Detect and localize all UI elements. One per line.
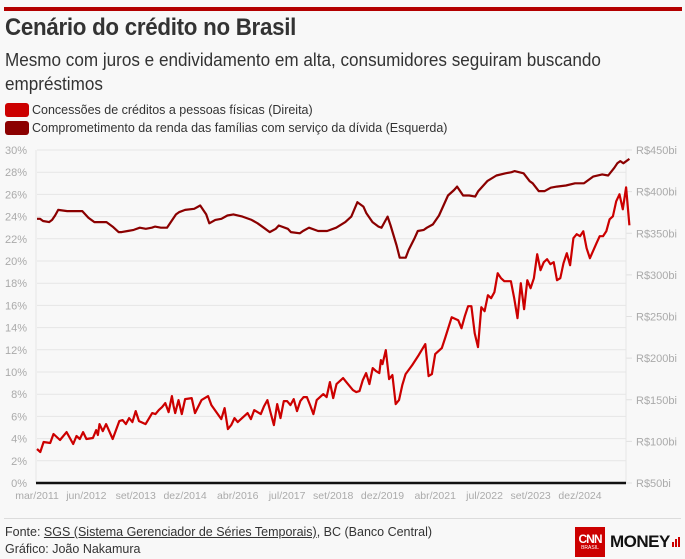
right-axis-tick-label: R$200bi <box>636 353 677 365</box>
right-axis-tick-label: R$250bi <box>636 312 677 324</box>
legend-swatch <box>5 103 29 117</box>
legend-swatch <box>5 121 29 135</box>
x-axis-tick-label: set/2023 <box>510 490 550 502</box>
top-accent-bar <box>4 7 682 11</box>
left-axis-tick-label: 10% <box>5 367 27 379</box>
legend: Concessões de créditos a pessoas físicas… <box>5 101 447 137</box>
legend-item-comprometimento[interactable]: Comprometimento da renda das famílias co… <box>5 119 447 137</box>
left-axis-tick-label: 8% <box>11 389 27 401</box>
cnn-logo-text: CNN <box>578 532 603 546</box>
right-axis-tick-label: R$400bi <box>636 187 677 199</box>
cnn-brasil-logo: CNN BRASIL <box>575 527 605 557</box>
x-axis-tick-label: abr/2021 <box>414 490 456 502</box>
legend-label: Comprometimento da renda das famílias co… <box>32 121 448 135</box>
series-line-comprometimento <box>37 158 631 259</box>
left-axis-tick-label: 22% <box>5 234 27 246</box>
right-axis-tick-label: R$100bi <box>636 436 677 448</box>
x-axis-tick-label: set/2018 <box>313 490 353 502</box>
left-axis-tick-label: 26% <box>5 189 27 201</box>
x-axis-tick-label: mar/2011 <box>15 490 59 502</box>
source-link[interactable]: SGS (Sistema Gerenciador de Séries Tempo… <box>43 525 317 539</box>
x-axis-tick-label: set/2013 <box>116 490 156 502</box>
left-axis-tick-label: 14% <box>5 323 27 335</box>
left-axis-tick-label: 0% <box>11 478 27 490</box>
x-axis-tick-label: dez/2024 <box>558 490 601 502</box>
x-axis-tick-label: abr/2016 <box>217 490 259 502</box>
series-line-concessoes <box>36 186 631 454</box>
footer: Fonte: SGS (Sistema Gerenciador de Série… <box>5 524 432 558</box>
money-logo-text: MONEY <box>610 532 670 551</box>
chart-subtitle: Mesmo com juros e endividamento em alta,… <box>5 50 601 94</box>
left-axis-tick-label: 20% <box>5 256 27 268</box>
bar-chart-icon <box>671 537 681 547</box>
x-axis-tick-label: jul/2022 <box>465 490 503 502</box>
legend-item-concessoes[interactable]: Concessões de créditos a pessoas físicas… <box>5 101 447 119</box>
right-axis-tick-label: R$350bi <box>636 228 677 240</box>
legend-label: Concessões de créditos a pessoas físicas… <box>32 103 313 117</box>
left-axis-tick-label: 2% <box>11 456 27 468</box>
left-axis-tick-label: 16% <box>5 300 27 312</box>
credit-line: Gráfico: João Nakamura <box>5 542 141 556</box>
x-axis-tick-label: dez/2014 <box>163 490 206 502</box>
source-prefix: Fonte: <box>5 525 44 539</box>
left-axis-tick-label: 12% <box>5 345 27 357</box>
source-line: Fonte: SGS (Sistema Gerenciador de Série… <box>5 524 432 541</box>
cnn-money-logo: CNN BRASIL MONEY <box>575 527 681 557</box>
chart-title: Cenário do crédito no Brasil <box>5 14 297 41</box>
line-chart: 0% 2% 4% 6% 8% 10% 12% 14% 16% 18% 20% 22% 24% 26% 28%… <box>5 145 677 502</box>
left-axis-tick-label: 28% <box>5 167 27 179</box>
right-axis-tick-label: R$300bi <box>636 270 677 282</box>
left-axis-tick-label: 18% <box>5 278 27 290</box>
right-axis-tick-label: R$450bi <box>636 145 677 157</box>
left-axis-tick-label: 30% <box>5 145 27 157</box>
source-suffix: , BC (Banco Central) <box>316 525 433 539</box>
x-axis-tick-label: jun/2012 <box>65 490 106 502</box>
x-axis-tick-label: jul/2017 <box>268 490 306 502</box>
left-axis-tick-label: 6% <box>11 411 27 423</box>
x-axis-tick-label: dez/2019 <box>361 490 404 502</box>
left-axis-tick-label: 4% <box>11 434 27 446</box>
cnn-logo-sub: BRASIL <box>581 545 599 551</box>
left-axis-tick-label: 24% <box>5 212 27 224</box>
footer-divider <box>4 518 681 519</box>
right-axis-tick-label: R$150bi <box>636 395 677 407</box>
right-axis-tick-label: R$50bi <box>636 478 671 490</box>
